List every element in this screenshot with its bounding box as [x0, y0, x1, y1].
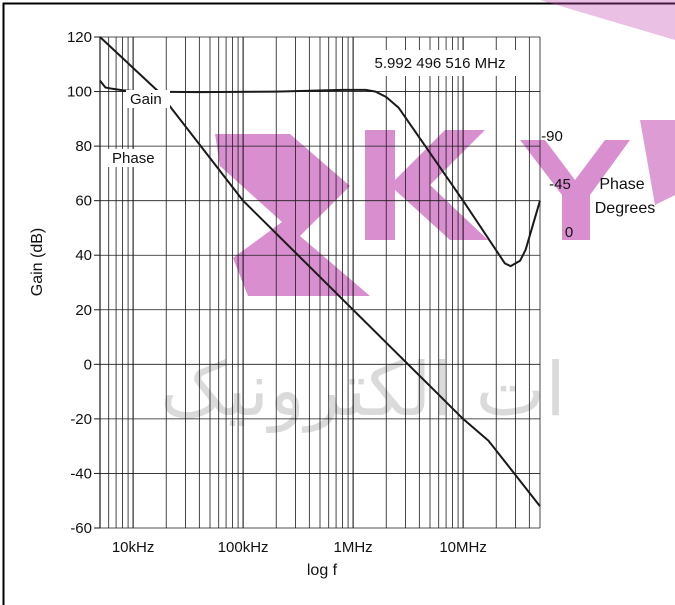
y-tick-label: 60	[75, 193, 92, 210]
x-axis-title: log f	[307, 562, 338, 579]
watermark-arabic-text: ات الکترونیک	[160, 347, 566, 433]
x-tick-label: 1MHz	[334, 539, 373, 556]
phase-axis-title-line2: Degrees	[595, 200, 655, 217]
gain-label-box	[126, 90, 170, 108]
x-tick-label: 10MHz	[439, 539, 487, 556]
y-tick-label: 20	[75, 302, 92, 319]
watermark-corner-triangle	[540, 0, 675, 40]
y-tick-label: -20	[70, 411, 92, 428]
y-tick-label: 0	[84, 356, 92, 373]
y-tick-label: 120	[67, 29, 92, 46]
series-label-gain: Gain	[130, 91, 162, 108]
frequency-annotation-box	[355, 50, 525, 76]
frequency-annotation: 5.992 496 516 MHz	[375, 55, 506, 72]
phase-label-box	[108, 149, 164, 167]
plot-axes: 120 100 80 60 40 20 0 -20 -40 -60 10kHz 100kHz 1MHz 1…	[67, 29, 487, 556]
y-tick-label: 100	[67, 84, 92, 101]
x-tick-label: 10kHz	[112, 539, 155, 556]
x-tick-label: 100kHz	[218, 539, 269, 556]
phase-tick-label: -90	[541, 128, 563, 145]
y-axis-title: Gain (dB)	[29, 228, 46, 296]
y-tick-label: 40	[75, 247, 92, 264]
phase-tick-label: 0	[565, 224, 573, 241]
plot-grid	[99, 36, 541, 529]
y-tick-label: 80	[75, 138, 92, 155]
watermark-k-shape	[365, 130, 488, 240]
y-tick-label: -60	[70, 520, 92, 537]
phase-line	[99, 79, 541, 268]
watermark-right-arc	[640, 120, 675, 205]
phase-axis-title-line1: Phase	[599, 176, 644, 193]
watermark-y-shape	[520, 140, 630, 240]
y-tick-label: -40	[70, 465, 92, 482]
series-label-phase: Phase	[112, 150, 155, 167]
phase-tick-label: -45	[549, 176, 571, 193]
